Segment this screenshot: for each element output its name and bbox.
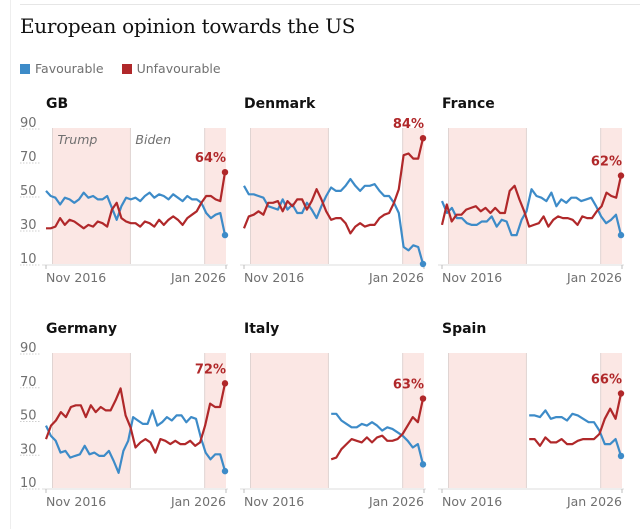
series-line-unfavourable <box>44 383 227 454</box>
panel-title: France <box>442 96 495 112</box>
series-line-unfavourable <box>330 398 425 461</box>
panel-spain: Spain Nov 2016 Jan 2026 66% <box>438 321 625 509</box>
endpoint-unfavourable <box>617 172 625 179</box>
y-tick-label: 10 <box>20 476 37 491</box>
legend-item-favourable: Favourable <box>20 61 104 76</box>
series-line-unfavourable <box>242 137 425 235</box>
x-tick-label-end: Jan 2026 <box>170 270 226 285</box>
x-tick-label-end: Jan 2026 <box>566 270 622 285</box>
legend-label-favourable: Favourable <box>35 61 104 76</box>
x-tick-label-end: Jan 2026 <box>368 270 424 285</box>
panel-italy: Italy Nov 2016 Jan 2026 63% <box>240 321 427 509</box>
series-line-favourable <box>45 190 227 236</box>
era-shade-trump <box>52 353 131 488</box>
x-tick-label-start: Nov 2016 <box>46 494 106 509</box>
x-tick-label-end: Jan 2026 <box>170 494 226 509</box>
x-tick-label-end: Jan 2026 <box>368 494 424 509</box>
era-label-trump: Trump <box>57 132 97 147</box>
end-value-label: 84% <box>393 117 424 132</box>
endpoint-favourable <box>617 231 625 239</box>
x-tick-label-start: Nov 2016 <box>442 494 502 509</box>
panel-germany: Germany 90 70 50 30 10 Nov 2016 Jan 2026 72% <box>20 321 229 509</box>
endpoint-unfavourable <box>419 135 427 142</box>
endpoint-favourable <box>617 452 625 460</box>
endpoint-unfavourable <box>617 390 625 397</box>
era-shade-trump <box>448 128 527 264</box>
y-tick-label: 50 <box>20 409 37 424</box>
legend: Favourable Unfavourable <box>20 61 221 76</box>
chart-title: European opinion towards the US <box>20 14 356 38</box>
panel-title: Germany <box>46 321 117 337</box>
series-line-favourable <box>529 409 623 457</box>
legend-swatch-unfavourable <box>121 63 132 74</box>
series-line-favourable <box>45 409 227 474</box>
panel-title: Denmark <box>244 96 316 112</box>
series-line-favourable <box>440 188 623 237</box>
left-divider <box>10 0 11 529</box>
panel-france: France Nov 2016 Jan 2026 62% <box>438 96 625 285</box>
x-tick-label-start: Nov 2016 <box>46 270 106 285</box>
endpoint-favourable <box>419 461 427 468</box>
top-divider <box>20 4 640 5</box>
legend-swatch-favourable <box>20 63 30 74</box>
y-tick-label: 10 <box>20 252 37 267</box>
y-tick-label: 50 <box>20 184 37 199</box>
series-line-favourable <box>331 412 425 465</box>
end-value-label: 63% <box>393 378 424 393</box>
series-line-unfavourable <box>46 172 227 230</box>
y-tick-label: 30 <box>20 218 37 233</box>
panel-denmark: Denmark Nov 2016 Jan 2026 84% <box>240 96 427 285</box>
x-tick-label-start: Nov 2016 <box>244 270 304 285</box>
endpoint-favourable <box>221 467 229 475</box>
era-label-biden: Biden <box>135 132 171 147</box>
series-line-unfavourable <box>529 393 623 447</box>
endpoint-favourable <box>221 231 229 239</box>
endpoint-favourable <box>419 260 427 268</box>
panel-title: Spain <box>442 321 486 337</box>
y-tick-label: 90 <box>20 341 37 356</box>
endpoint-unfavourable <box>221 380 229 387</box>
x-tick-label-start: Nov 2016 <box>442 270 502 285</box>
era-shade-trump <box>448 353 527 488</box>
panel-gb: GB Trump Biden 90 70 50 30 10 Nov 2016 Jan 2026 64… <box>20 96 229 285</box>
end-value-label: 72% <box>195 362 226 377</box>
era-shade-trump <box>250 128 329 264</box>
panel-title: GB <box>46 96 68 112</box>
series-line-unfavourable <box>440 175 623 228</box>
x-tick-label-start: Nov 2016 <box>244 494 304 509</box>
y-tick-label: 30 <box>20 442 37 457</box>
series-line-favourable <box>243 177 425 265</box>
era-shade-current <box>402 128 424 264</box>
era-shade-trump <box>250 353 329 488</box>
y-tick-label: 70 <box>20 150 37 165</box>
panel-title: Italy <box>244 321 279 337</box>
y-tick-label: 90 <box>20 116 37 131</box>
endpoint-unfavourable <box>419 395 427 402</box>
y-tick-label: 70 <box>20 375 37 390</box>
legend-item-unfavourable: Unfavourable <box>121 61 221 76</box>
legend-label-unfavourable: Unfavourable <box>136 61 221 76</box>
end-value-label: 66% <box>591 373 622 388</box>
x-tick-label-end: Jan 2026 <box>566 494 622 509</box>
era-shade-current <box>402 353 424 488</box>
era-shade-current <box>204 128 226 264</box>
end-value-label: 64% <box>195 151 226 166</box>
end-value-label: 62% <box>591 155 622 170</box>
endpoint-unfavourable <box>221 169 229 176</box>
era-shade-current <box>600 353 622 488</box>
